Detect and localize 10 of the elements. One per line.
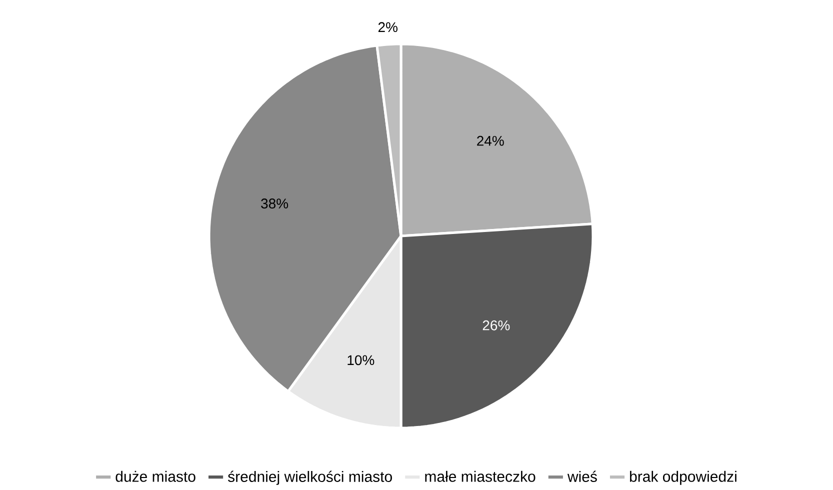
- legend-label: małe miasteczko: [425, 470, 536, 482]
- legend-label: średniej wielkości miasto: [228, 470, 392, 485]
- data-label: 24%: [477, 136, 504, 146]
- data-label: 10%: [348, 355, 374, 366]
- data-label: 26%: [482, 320, 510, 330]
- legend-label: duże miasto: [116, 470, 196, 482]
- data-label: 38%: [261, 198, 288, 208]
- legend-label: brak odpowiedzi: [630, 470, 736, 485]
- data-label: 2%: [378, 22, 398, 32]
- legend-label: wieś: [567, 470, 597, 482]
